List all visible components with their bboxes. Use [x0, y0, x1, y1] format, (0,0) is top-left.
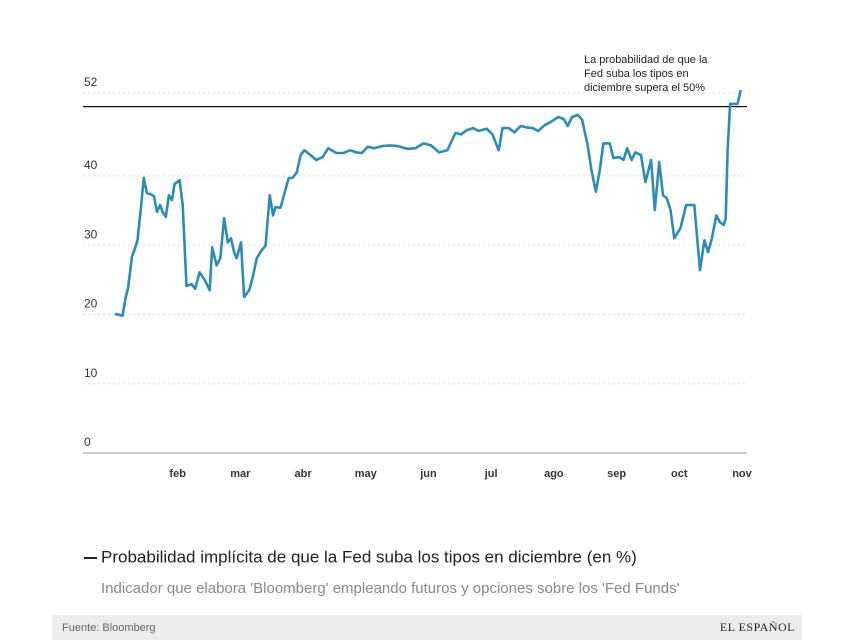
y-tick-label: 40	[84, 158, 98, 172]
annotation: diciembre supera el 50%	[584, 82, 705, 94]
y-tick-label: 0	[84, 435, 91, 449]
x-tick-label: mar	[230, 468, 251, 480]
y-tick-label: 10	[84, 366, 98, 380]
x-tick-label: oct	[671, 468, 688, 480]
annotation: Fed suba los tipos en	[584, 68, 689, 80]
chart-subtitle: Indicador que elabora 'Bloomberg' emplea…	[101, 580, 680, 597]
footer-band	[52, 615, 802, 640]
chart-title: Probabilidad implícita de que la Fed sub…	[101, 547, 637, 566]
source: Fuente: Bloomberg	[62, 622, 156, 634]
x-tick-label: nov	[732, 468, 752, 480]
y-tick-label: 30	[84, 227, 98, 241]
data-line	[114, 89, 742, 318]
x-tick-label: abr	[295, 468, 313, 480]
annotation: La probabilidad de que la	[584, 54, 708, 66]
x-tick-label: feb	[169, 468, 186, 480]
x-tick-label: sep	[607, 468, 626, 480]
brand: EL ESPAÑOL	[720, 620, 795, 634]
y-tick-label: 20	[84, 297, 98, 311]
x-tick-label: jul	[484, 468, 498, 480]
x-tick-label: ago	[544, 468, 564, 480]
x-tick-label: may	[355, 468, 378, 480]
y-tick-label: 52	[84, 75, 98, 89]
x-tick-label: jun	[419, 468, 437, 480]
